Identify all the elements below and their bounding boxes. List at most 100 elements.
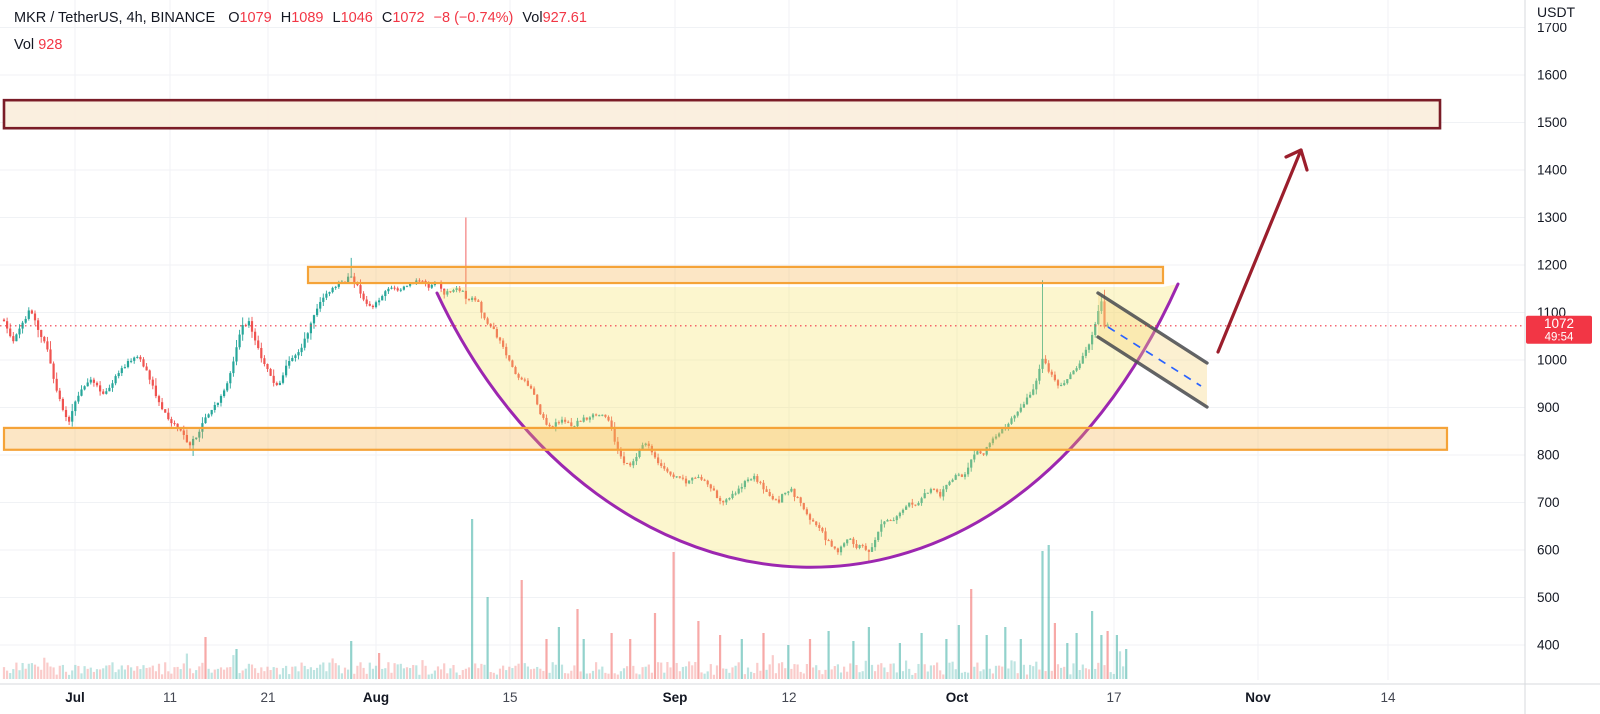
volume-bar — [629, 639, 632, 679]
candle-body — [235, 347, 238, 362]
resistance-zone[interactable] — [306, 265, 1165, 285]
volume-bar — [511, 668, 514, 679]
candle-body — [471, 297, 474, 300]
candle-body — [250, 321, 254, 332]
candle-body — [911, 502, 914, 505]
candle-body — [892, 520, 895, 522]
candle-body — [1097, 311, 1100, 325]
candle-body — [381, 296, 384, 301]
target-zone[interactable] — [2, 98, 1442, 130]
volume-bar — [95, 669, 99, 679]
candle-body — [207, 414, 210, 418]
price-axis-currency[interactable]: USDT — [1537, 4, 1576, 20]
volume-bar — [564, 673, 567, 679]
volume-bar — [957, 625, 960, 679]
volume-bar — [557, 627, 560, 679]
volume-bar — [46, 662, 49, 679]
volume-bar — [644, 666, 647, 679]
volume-bar — [870, 664, 874, 679]
candle-body — [784, 492, 787, 495]
candle-body — [1091, 334, 1094, 345]
candle-body — [145, 366, 148, 371]
flag-channel-fill[interactable] — [1098, 293, 1207, 407]
legend-item: C1072 — [381, 10, 425, 26]
candle-body — [824, 531, 827, 541]
candle-body — [241, 325, 244, 335]
volume-bar — [27, 663, 30, 679]
current-price-label — [1526, 315, 1592, 344]
volume-bar — [877, 664, 880, 679]
candle-body — [508, 355, 511, 361]
candle-body — [821, 527, 824, 532]
projection-arrow[interactable] — [1216, 148, 1303, 354]
legend-ohlc: O1079 H1089 L1046 C1072 −8 (−0.74%) Vol927.61 — [219, 10, 587, 26]
candle-body — [799, 497, 802, 504]
candle-body — [1019, 407, 1022, 412]
volume-bar — [343, 667, 347, 679]
volume-bar — [1056, 664, 1060, 679]
flag-midline[interactable] — [1107, 326, 1202, 387]
candle-body — [514, 366, 517, 375]
volume-bar — [263, 671, 266, 679]
candle-body — [105, 391, 108, 394]
candle-body — [458, 288, 461, 291]
volume-bar — [1078, 670, 1081, 679]
candle-body — [247, 321, 250, 326]
candle-body — [926, 492, 929, 494]
price-axis-panel[interactable] — [1525, 0, 1600, 714]
volume-bar — [1115, 635, 1118, 679]
volume-bar — [598, 669, 601, 679]
volume-bar — [83, 666, 86, 679]
candle-body — [480, 301, 483, 313]
candle-body — [802, 503, 805, 510]
candle-body — [632, 461, 635, 466]
candle-body — [486, 318, 489, 324]
volume-bar — [331, 658, 334, 679]
volume-bar — [939, 670, 942, 679]
candle-body — [942, 489, 945, 497]
cup-arc[interactable] — [435, 282, 1180, 569]
volume-bar — [173, 667, 176, 679]
volume-bar — [30, 663, 33, 679]
candle-body — [102, 391, 105, 394]
support-zone[interactable] — [2, 426, 1449, 451]
volume-indicator-label[interactable]: Vol — [14, 37, 35, 53]
volume-bar — [960, 672, 963, 679]
candle-body — [139, 356, 142, 360]
volume-bar — [1047, 545, 1050, 679]
candle-body — [331, 287, 334, 293]
candle-body — [644, 443, 647, 446]
symbol-title[interactable]: MKR / TetherUS, 4h, BINANCE — [14, 10, 216, 26]
candle-body — [576, 420, 579, 427]
volume-bar — [148, 667, 151, 679]
candle-body — [300, 347, 303, 353]
candle-body — [83, 386, 86, 390]
volume-bar — [799, 671, 802, 679]
time-axis-panel[interactable] — [0, 684, 1600, 714]
candle-body — [133, 357, 136, 361]
candle-body — [179, 428, 182, 431]
cup-pattern-fill[interactable] — [437, 284, 1178, 568]
candle-body — [743, 481, 746, 488]
volume-bar — [238, 673, 241, 679]
candle-body — [1032, 389, 1035, 395]
drawings-layer[interactable] — [0, 98, 1525, 569]
volume-bar — [458, 674, 461, 679]
volume-bar — [793, 664, 796, 679]
candle-body — [554, 422, 557, 427]
candle-body — [275, 382, 278, 386]
candle-body — [579, 420, 582, 422]
volume-bar — [495, 674, 498, 679]
candle-body — [762, 482, 765, 490]
flag-lower-line[interactable] — [1096, 335, 1209, 409]
volume-bar — [409, 668, 412, 679]
candle-body — [883, 521, 886, 525]
flag-upper-line[interactable] — [1096, 291, 1209, 365]
volume-bar — [492, 672, 495, 679]
volume-bar — [92, 671, 95, 679]
candle-body — [793, 488, 796, 497]
price-tick-label: 500 — [1537, 590, 1560, 605]
volume-bar — [216, 668, 219, 679]
volume-bar — [61, 664, 64, 679]
